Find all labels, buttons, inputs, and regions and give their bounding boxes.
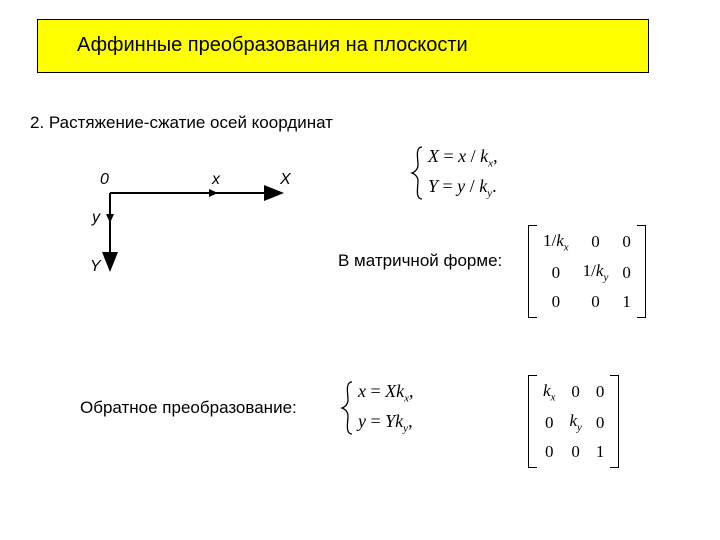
bracket-left-icon	[528, 225, 537, 318]
forward-equations: X = x / kx, Y = y / ky.	[410, 145, 498, 201]
axis-label: 0	[100, 171, 109, 189]
matrix-cell: 0	[622, 232, 631, 252]
axis-label: y	[92, 209, 100, 227]
matrix-cell: 0	[545, 413, 554, 433]
equation-line: x = Xkx,	[358, 381, 414, 405]
matrix-cell: 0	[591, 232, 600, 252]
equation-line: Y = y / ky.	[428, 176, 498, 200]
matrix-cell: 0	[591, 292, 600, 312]
inverse-transform-label: Обратное преобразование:	[80, 398, 297, 418]
brace-icon	[410, 145, 424, 201]
matrix-cell: 1/kx	[543, 231, 569, 253]
matrix-cell: 1	[596, 442, 605, 462]
matrix-cell: 1/ky	[583, 261, 609, 283]
bracket-right-icon	[610, 375, 619, 468]
page-title: Аффинные преобразования на плоскости	[77, 34, 468, 57]
forward-matrix: 1/kx 0 0 0 1/ky 0 0 0 1	[528, 225, 646, 318]
matrix-cell: 0	[545, 442, 554, 462]
axis-label: X	[280, 171, 291, 189]
matrix-cell: 0	[552, 263, 561, 283]
matrix-cell: 1	[622, 292, 631, 312]
brace-icon	[340, 380, 354, 436]
axis-label: Y	[90, 258, 101, 276]
matrix-cell: 0	[622, 263, 631, 283]
equation-line: X = x / kx,	[428, 146, 498, 170]
matrix-cell: 0	[571, 382, 580, 402]
matrix-cell: 0	[571, 442, 580, 462]
bracket-left-icon	[528, 375, 537, 468]
axis-svg	[95, 175, 295, 285]
axis-label: x	[212, 171, 220, 189]
matrix-cell: 0	[596, 413, 605, 433]
bracket-right-icon	[637, 225, 646, 318]
matrix-cell: ky	[569, 411, 581, 433]
section-subtitle: 2. Растяжение-сжатие осей координат	[30, 113, 333, 133]
matrix-form-label: В матричной форме:	[338, 251, 502, 271]
axis-diagram: 0xXyY	[95, 175, 295, 290]
matrix-cell: 0	[552, 292, 561, 312]
inverse-matrix: kx000ky0001	[528, 375, 619, 468]
matrix-cell: 0	[596, 382, 605, 402]
inverse-equations: x = Xkx, y = Yky,	[340, 380, 414, 436]
equation-line: y = Yky,	[358, 411, 414, 435]
matrix-cell: kx	[543, 381, 555, 403]
